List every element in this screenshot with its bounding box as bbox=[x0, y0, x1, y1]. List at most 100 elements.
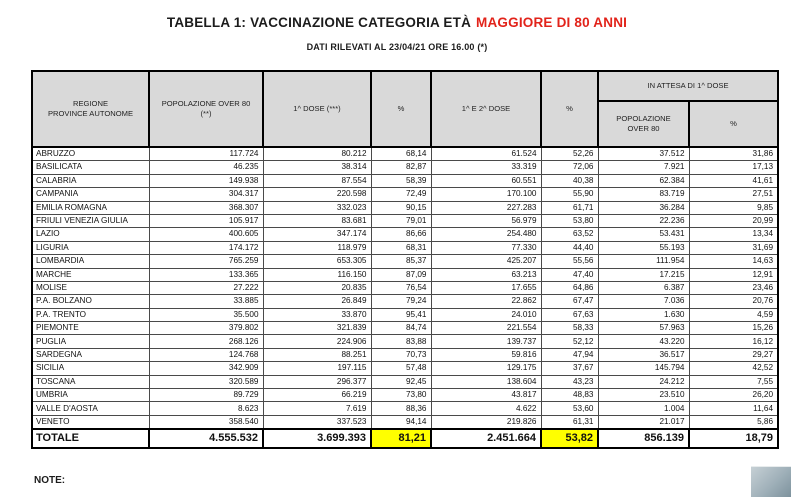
cell-waiting-pct: 15,26 bbox=[688, 321, 779, 336]
total-both-doses-pct: 53,82 bbox=[540, 428, 599, 450]
cell-waiting-pop: 6.387 bbox=[597, 280, 690, 296]
cell-both-doses: 63.213 bbox=[430, 267, 542, 282]
cell-both-doses-pct: 63,52 bbox=[540, 227, 599, 242]
cell-pop-over-80: 400.605 bbox=[148, 227, 264, 242]
cell-waiting-pop: 24.212 bbox=[597, 374, 690, 390]
cell-pop-over-80: 89.729 bbox=[148, 388, 264, 403]
total-waiting-pop: 856.139 bbox=[597, 428, 690, 450]
cell-waiting-pop: 62.384 bbox=[597, 173, 690, 189]
cell-region: PUGLIA bbox=[31, 334, 150, 349]
cell-both-doses-pct: 53,80 bbox=[540, 213, 599, 229]
cell-pop-over-80: 8.623 bbox=[148, 401, 264, 416]
cell-first-dose: 20.835 bbox=[262, 280, 372, 296]
cell-waiting-pop: 21.017 bbox=[597, 414, 690, 430]
cell-region: LIGURIA bbox=[31, 240, 150, 256]
total-pop-over-80: 4.555.532 bbox=[148, 428, 264, 450]
cell-pop-over-80: 117.724 bbox=[148, 146, 264, 162]
col-header-first-dose-pct: % bbox=[370, 70, 432, 148]
cell-waiting-pct: 17,13 bbox=[688, 160, 779, 175]
table-row: BASILICATA 46.235 38.314 82,87 33.319 72… bbox=[31, 160, 779, 175]
cell-both-doses: 425.207 bbox=[430, 254, 542, 269]
table-row: TOSCANA 320.589 296.377 92,45 138.604 43… bbox=[31, 374, 779, 390]
cell-region: SARDEGNA bbox=[31, 347, 150, 363]
cell-both-doses: 170.100 bbox=[430, 187, 542, 202]
cell-both-doses: 24.010 bbox=[430, 307, 542, 323]
cell-waiting-pct: 5,86 bbox=[688, 414, 779, 430]
corner-decoration-box bbox=[751, 466, 791, 497]
cell-both-doses: 227.283 bbox=[430, 200, 542, 215]
table-row: MARCHE 133.365 116.150 87,09 63.213 47,4… bbox=[31, 267, 779, 282]
cell-pop-over-80: 46.235 bbox=[148, 160, 264, 175]
cell-first-dose-pct: 68,31 bbox=[370, 240, 432, 256]
cell-first-dose: 296.377 bbox=[262, 374, 372, 390]
total-label: TOTALE bbox=[31, 428, 150, 450]
cell-waiting-pop: 1.004 bbox=[597, 401, 690, 416]
cell-waiting-pct: 11,64 bbox=[688, 401, 779, 416]
cell-first-dose: 197.115 bbox=[262, 361, 372, 376]
table-row: LIGURIA 174.172 118.979 68,31 77.330 44,… bbox=[31, 240, 779, 256]
cell-region: MARCHE bbox=[31, 267, 150, 282]
cell-first-dose-pct: 72,49 bbox=[370, 187, 432, 202]
cell-first-dose-pct: 58,39 bbox=[370, 173, 432, 189]
cell-first-dose: 653.305 bbox=[262, 254, 372, 269]
cell-waiting-pop: 55.193 bbox=[597, 240, 690, 256]
table-row: LOMBARDIA 765.259 653.305 85,37 425.207 … bbox=[31, 254, 779, 269]
cell-both-doses: 138.604 bbox=[430, 374, 542, 390]
cell-waiting-pop: 7.036 bbox=[597, 294, 690, 309]
cell-waiting-pop: 145.794 bbox=[597, 361, 690, 376]
cell-first-dose: 83.681 bbox=[262, 213, 372, 229]
cell-both-doses-pct: 47,94 bbox=[540, 347, 599, 363]
page-title: TABELLA 1: VACCINAZIONE CATEGORIA ETÀ MAG… bbox=[0, 15, 794, 30]
cell-waiting-pct: 7,55 bbox=[688, 374, 779, 390]
cell-pop-over-80: 149.938 bbox=[148, 173, 264, 189]
cell-waiting-pct: 13,34 bbox=[688, 227, 779, 242]
cell-first-dose-pct: 94,14 bbox=[370, 414, 432, 430]
cell-pop-over-80: 765.259 bbox=[148, 254, 264, 269]
cell-first-dose-pct: 95,41 bbox=[370, 307, 432, 323]
cell-waiting-pct: 14,63 bbox=[688, 254, 779, 269]
total-first-dose-pct: 81,21 bbox=[370, 428, 432, 450]
cell-first-dose-pct: 70,73 bbox=[370, 347, 432, 363]
cell-first-dose-pct: 87,09 bbox=[370, 267, 432, 282]
cell-waiting-pct: 27,51 bbox=[688, 187, 779, 202]
table-row: PIEMONTE 379.802 321.839 84,74 221.554 5… bbox=[31, 321, 779, 336]
cell-waiting-pct: 20,76 bbox=[688, 294, 779, 309]
cell-waiting-pop: 36.517 bbox=[597, 347, 690, 363]
cell-both-doses-pct: 64,86 bbox=[540, 280, 599, 296]
cell-pop-over-80: 358.540 bbox=[148, 414, 264, 430]
table-row: PUGLIA 268.126 224.906 83,88 139.737 52,… bbox=[31, 334, 779, 349]
cell-both-doses-pct: 55,56 bbox=[540, 254, 599, 269]
table-row: FRIULI VENEZIA GIULIA 105.917 83.681 79,… bbox=[31, 213, 779, 229]
cell-waiting-pct: 29,27 bbox=[688, 347, 779, 363]
cell-both-doses-pct: 52,26 bbox=[540, 146, 599, 162]
cell-both-doses: 43.817 bbox=[430, 388, 542, 403]
col-header-waiting-pop: POPOLAZIONE OVER 80 bbox=[597, 100, 690, 148]
cell-both-doses: 60.551 bbox=[430, 173, 542, 189]
page-title-text: TABELLA 1: VACCINAZIONE CATEGORIA ETÀ bbox=[166, 15, 472, 30]
cell-both-doses-pct: 67,47 bbox=[540, 294, 599, 309]
cell-first-dose-pct: 84,74 bbox=[370, 321, 432, 336]
cell-first-dose-pct: 82,87 bbox=[370, 160, 432, 175]
cell-region: VALLE D'AOSTA bbox=[31, 401, 150, 416]
cell-pop-over-80: 105.917 bbox=[148, 213, 264, 229]
table-footer: TOTALE 4.555.532 3.699.393 81,21 2.451.6… bbox=[31, 428, 780, 450]
cell-waiting-pct: 4,59 bbox=[688, 307, 779, 323]
cell-first-dose: 118.979 bbox=[262, 240, 372, 256]
col-header-both-doses-pct: % bbox=[540, 70, 599, 148]
cell-first-dose: 33.870 bbox=[262, 307, 372, 323]
cell-first-dose-pct: 68,14 bbox=[370, 146, 432, 162]
cell-pop-over-80: 27.222 bbox=[148, 280, 264, 296]
cell-both-doses: 56.979 bbox=[430, 213, 542, 229]
cell-waiting-pop: 7.921 bbox=[597, 160, 690, 175]
cell-first-dose-pct: 88,36 bbox=[370, 401, 432, 416]
cell-first-dose: 88.251 bbox=[262, 347, 372, 363]
cell-first-dose-pct: 79,01 bbox=[370, 213, 432, 229]
cell-first-dose-pct: 79,24 bbox=[370, 294, 432, 309]
table-row: ABRUZZO 117.724 80.212 68,14 61.524 52,2… bbox=[31, 146, 779, 162]
cell-pop-over-80: 320.589 bbox=[148, 374, 264, 390]
cell-both-doses-pct: 37,67 bbox=[540, 361, 599, 376]
table-row: VALLE D'AOSTA 8.623 7.619 88,36 4.622 53… bbox=[31, 401, 779, 416]
cell-both-doses-pct: 58,33 bbox=[540, 321, 599, 336]
cell-both-doses-pct: 48,83 bbox=[540, 388, 599, 403]
cell-pop-over-80: 379.802 bbox=[148, 321, 264, 336]
